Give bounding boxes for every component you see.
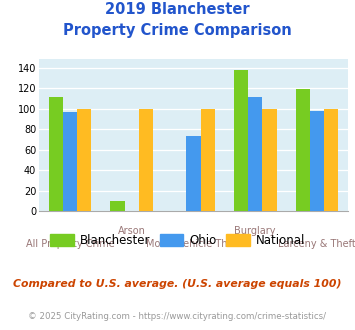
Bar <box>262 109 277 211</box>
Text: Compared to U.S. average. (U.S. average equals 100): Compared to U.S. average. (U.S. average … <box>13 279 342 289</box>
Bar <box>49 97 63 211</box>
Bar <box>324 109 338 211</box>
Bar <box>248 97 262 211</box>
Text: © 2025 CityRating.com - https://www.cityrating.com/crime-statistics/: © 2025 CityRating.com - https://www.city… <box>28 312 327 321</box>
Bar <box>310 111 324 211</box>
Text: All Property Crime: All Property Crime <box>26 239 114 249</box>
Text: Arson: Arson <box>118 226 146 236</box>
Bar <box>234 70 248 211</box>
Bar <box>296 89 310 211</box>
Text: 2019 Blanchester: 2019 Blanchester <box>105 2 250 16</box>
Legend: Blanchester, Ohio, National: Blanchester, Ohio, National <box>45 229 310 251</box>
Text: Burglary: Burglary <box>235 226 276 236</box>
Bar <box>186 136 201 211</box>
Text: Motor Vehicle Theft: Motor Vehicle Theft <box>146 239 241 249</box>
Bar <box>201 109 215 211</box>
Text: Property Crime Comparison: Property Crime Comparison <box>63 23 292 38</box>
Bar <box>63 112 77 211</box>
Bar <box>77 109 91 211</box>
Bar <box>139 109 153 211</box>
Text: Larceny & Theft: Larceny & Theft <box>278 239 355 249</box>
Bar <box>110 201 125 211</box>
